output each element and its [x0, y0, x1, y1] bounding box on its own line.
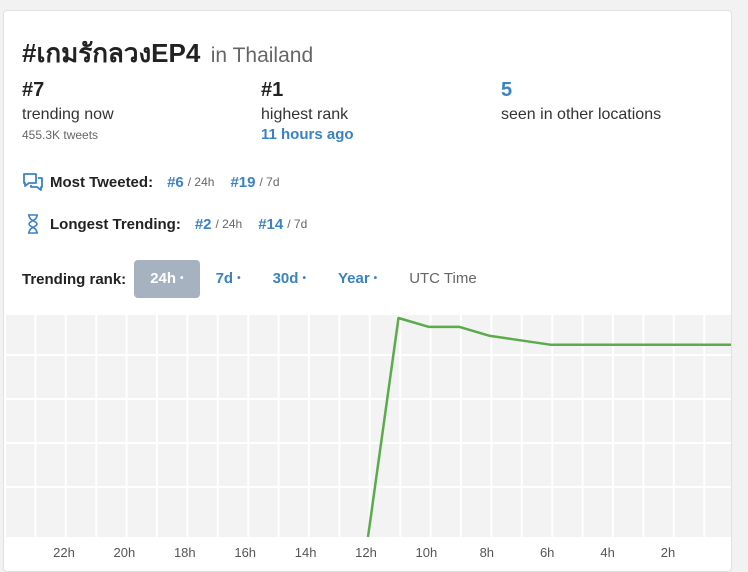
current-rank-label: trending now [22, 106, 114, 123]
x-tick-label: 20h [114, 545, 136, 560]
highest-rank-label: highest rank [261, 106, 349, 123]
most-tweeted-row: Most Tweeted: #6 / 24h #19 / 7d [22, 171, 296, 193]
longest-trending-24h-rank[interactable]: #2 [194, 215, 212, 233]
tab-year[interactable]: Year • [337, 270, 378, 287]
chat-bubbles-icon [22, 171, 44, 193]
highest-rank-stat: #1 highest rank 11 hours ago [261, 79, 354, 143]
x-tick-label: 12h [355, 545, 377, 560]
utc-time-toggle[interactable]: UTC Time [409, 270, 477, 287]
x-tick-label: 4h [600, 545, 614, 560]
most-tweeted-24h-period: / 24h [187, 175, 215, 189]
location-label: in Thailand [210, 44, 314, 67]
hourglass-icon [22, 213, 44, 235]
tab-24h[interactable]: 24h • [134, 260, 200, 298]
other-locations-stat: 5 seen in other locations [501, 79, 661, 124]
x-tick-label: 14h [295, 545, 317, 560]
highest-rank-time-link[interactable]: 11 hours ago [261, 126, 354, 143]
chart-background [4, 315, 731, 537]
longest-trending-label: Longest Trending: [50, 215, 181, 233]
most-tweeted-7d-rank[interactable]: #19 [230, 173, 256, 191]
x-tick-label: 18h [174, 545, 196, 560]
longest-trending-7d-period: / 7d [287, 217, 308, 231]
trending-rank-chart: 22h 20h 18h 16h 14h 12h 10h 8h 6h 4h 2h [4, 315, 731, 560]
tab-7d[interactable]: 7d • [215, 270, 241, 287]
longest-trending-24h-period: / 24h [215, 217, 243, 231]
x-tick-label: 2h [661, 545, 675, 560]
highest-rank: #1 [261, 79, 284, 101]
x-tick-label: 16h [234, 545, 256, 560]
trending-rank-controls: Trending rank: 24h • 7d • 30d • Year • UTC T… [22, 260, 493, 298]
other-locations-label: seen in other locations [501, 106, 662, 123]
other-locations-count[interactable]: 5 [501, 79, 513, 101]
chart-series-line [366, 316, 731, 538]
trend-card: #เกมรักลวงEP4 in Thailand #7 trending no… [3, 10, 732, 572]
most-tweeted-7d-period: / 7d [259, 175, 280, 189]
current-rank-stat: #7 trending now 455.3K tweets [22, 79, 114, 142]
page-title: #เกมรักลวงEP4 in Thailand [22, 33, 313, 74]
x-tick-label: 8h [480, 545, 494, 560]
most-tweeted-24h-rank[interactable]: #6 [167, 173, 184, 191]
tab-30d[interactable]: 30d • [272, 270, 306, 287]
current-rank: #7 [22, 79, 45, 101]
hashtag-title[interactable]: #เกมรักลวงEP4 [22, 38, 201, 68]
trending-rank-label: Trending rank: [22, 270, 127, 288]
most-tweeted-label: Most Tweeted: [50, 173, 154, 191]
longest-trending-row: Longest Trending: #2 / 24h #14 / 7d [22, 213, 323, 235]
x-tick-label: 22h [53, 545, 75, 560]
x-tick-label: 10h [416, 545, 438, 560]
longest-trending-7d-rank[interactable]: #14 [258, 215, 284, 233]
x-tick-label: 6h [540, 545, 554, 560]
tweet-count: 455.3K tweets [22, 128, 99, 142]
